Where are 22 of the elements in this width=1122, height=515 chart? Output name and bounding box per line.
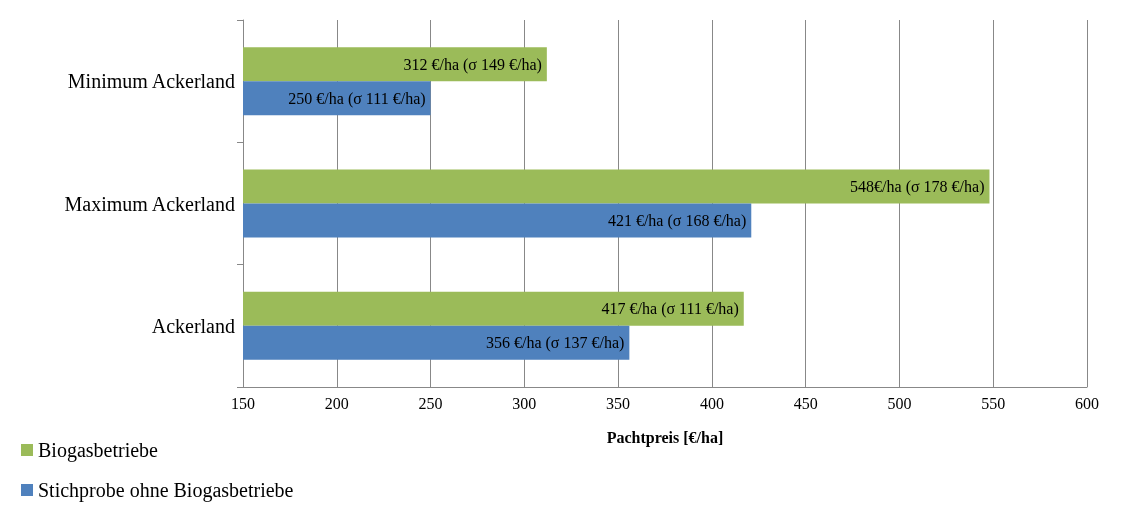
x-tick-label: 500: [887, 394, 912, 412]
x-axis-title: Pachtpreis [€/ha]: [606, 428, 724, 447]
x-tick-label: 550: [981, 394, 1006, 412]
x-tick-label: 450: [793, 394, 818, 412]
legend-label: Biogasbetriebe: [38, 439, 159, 462]
x-tick-label: 350: [606, 394, 631, 412]
data-label: 417 €/ha (σ 111 €/ha): [601, 300, 739, 319]
y-tick-label: Ackerland: [151, 314, 235, 337]
data-label: 356 €/ha (σ 137 €/ha): [485, 334, 625, 353]
data-label: 250 €/ha (σ 111 €/ha): [288, 89, 426, 108]
x-tick-label: 200: [324, 394, 349, 412]
x-tick-label: 600: [1075, 394, 1099, 412]
data-label: 548€/ha (σ 178 €/ha): [850, 178, 985, 196]
legend-label: Stichprobe ohne Biogasbetriebe: [38, 479, 294, 502]
data-label: 421 €/ha (σ 168 €/ha): [607, 212, 747, 230]
y-tick-label: Minimum Ackerland: [67, 70, 235, 93]
x-tick-label: 400: [699, 394, 724, 412]
x-tick-label: 250: [418, 394, 443, 412]
y-tick-label: Maximum Ackerland: [64, 192, 235, 215]
x-tick-label: 300: [512, 394, 537, 412]
x-tick-label: 150: [231, 394, 255, 412]
data-label: 312 €/ha (σ 149 €/ha): [403, 55, 542, 74]
